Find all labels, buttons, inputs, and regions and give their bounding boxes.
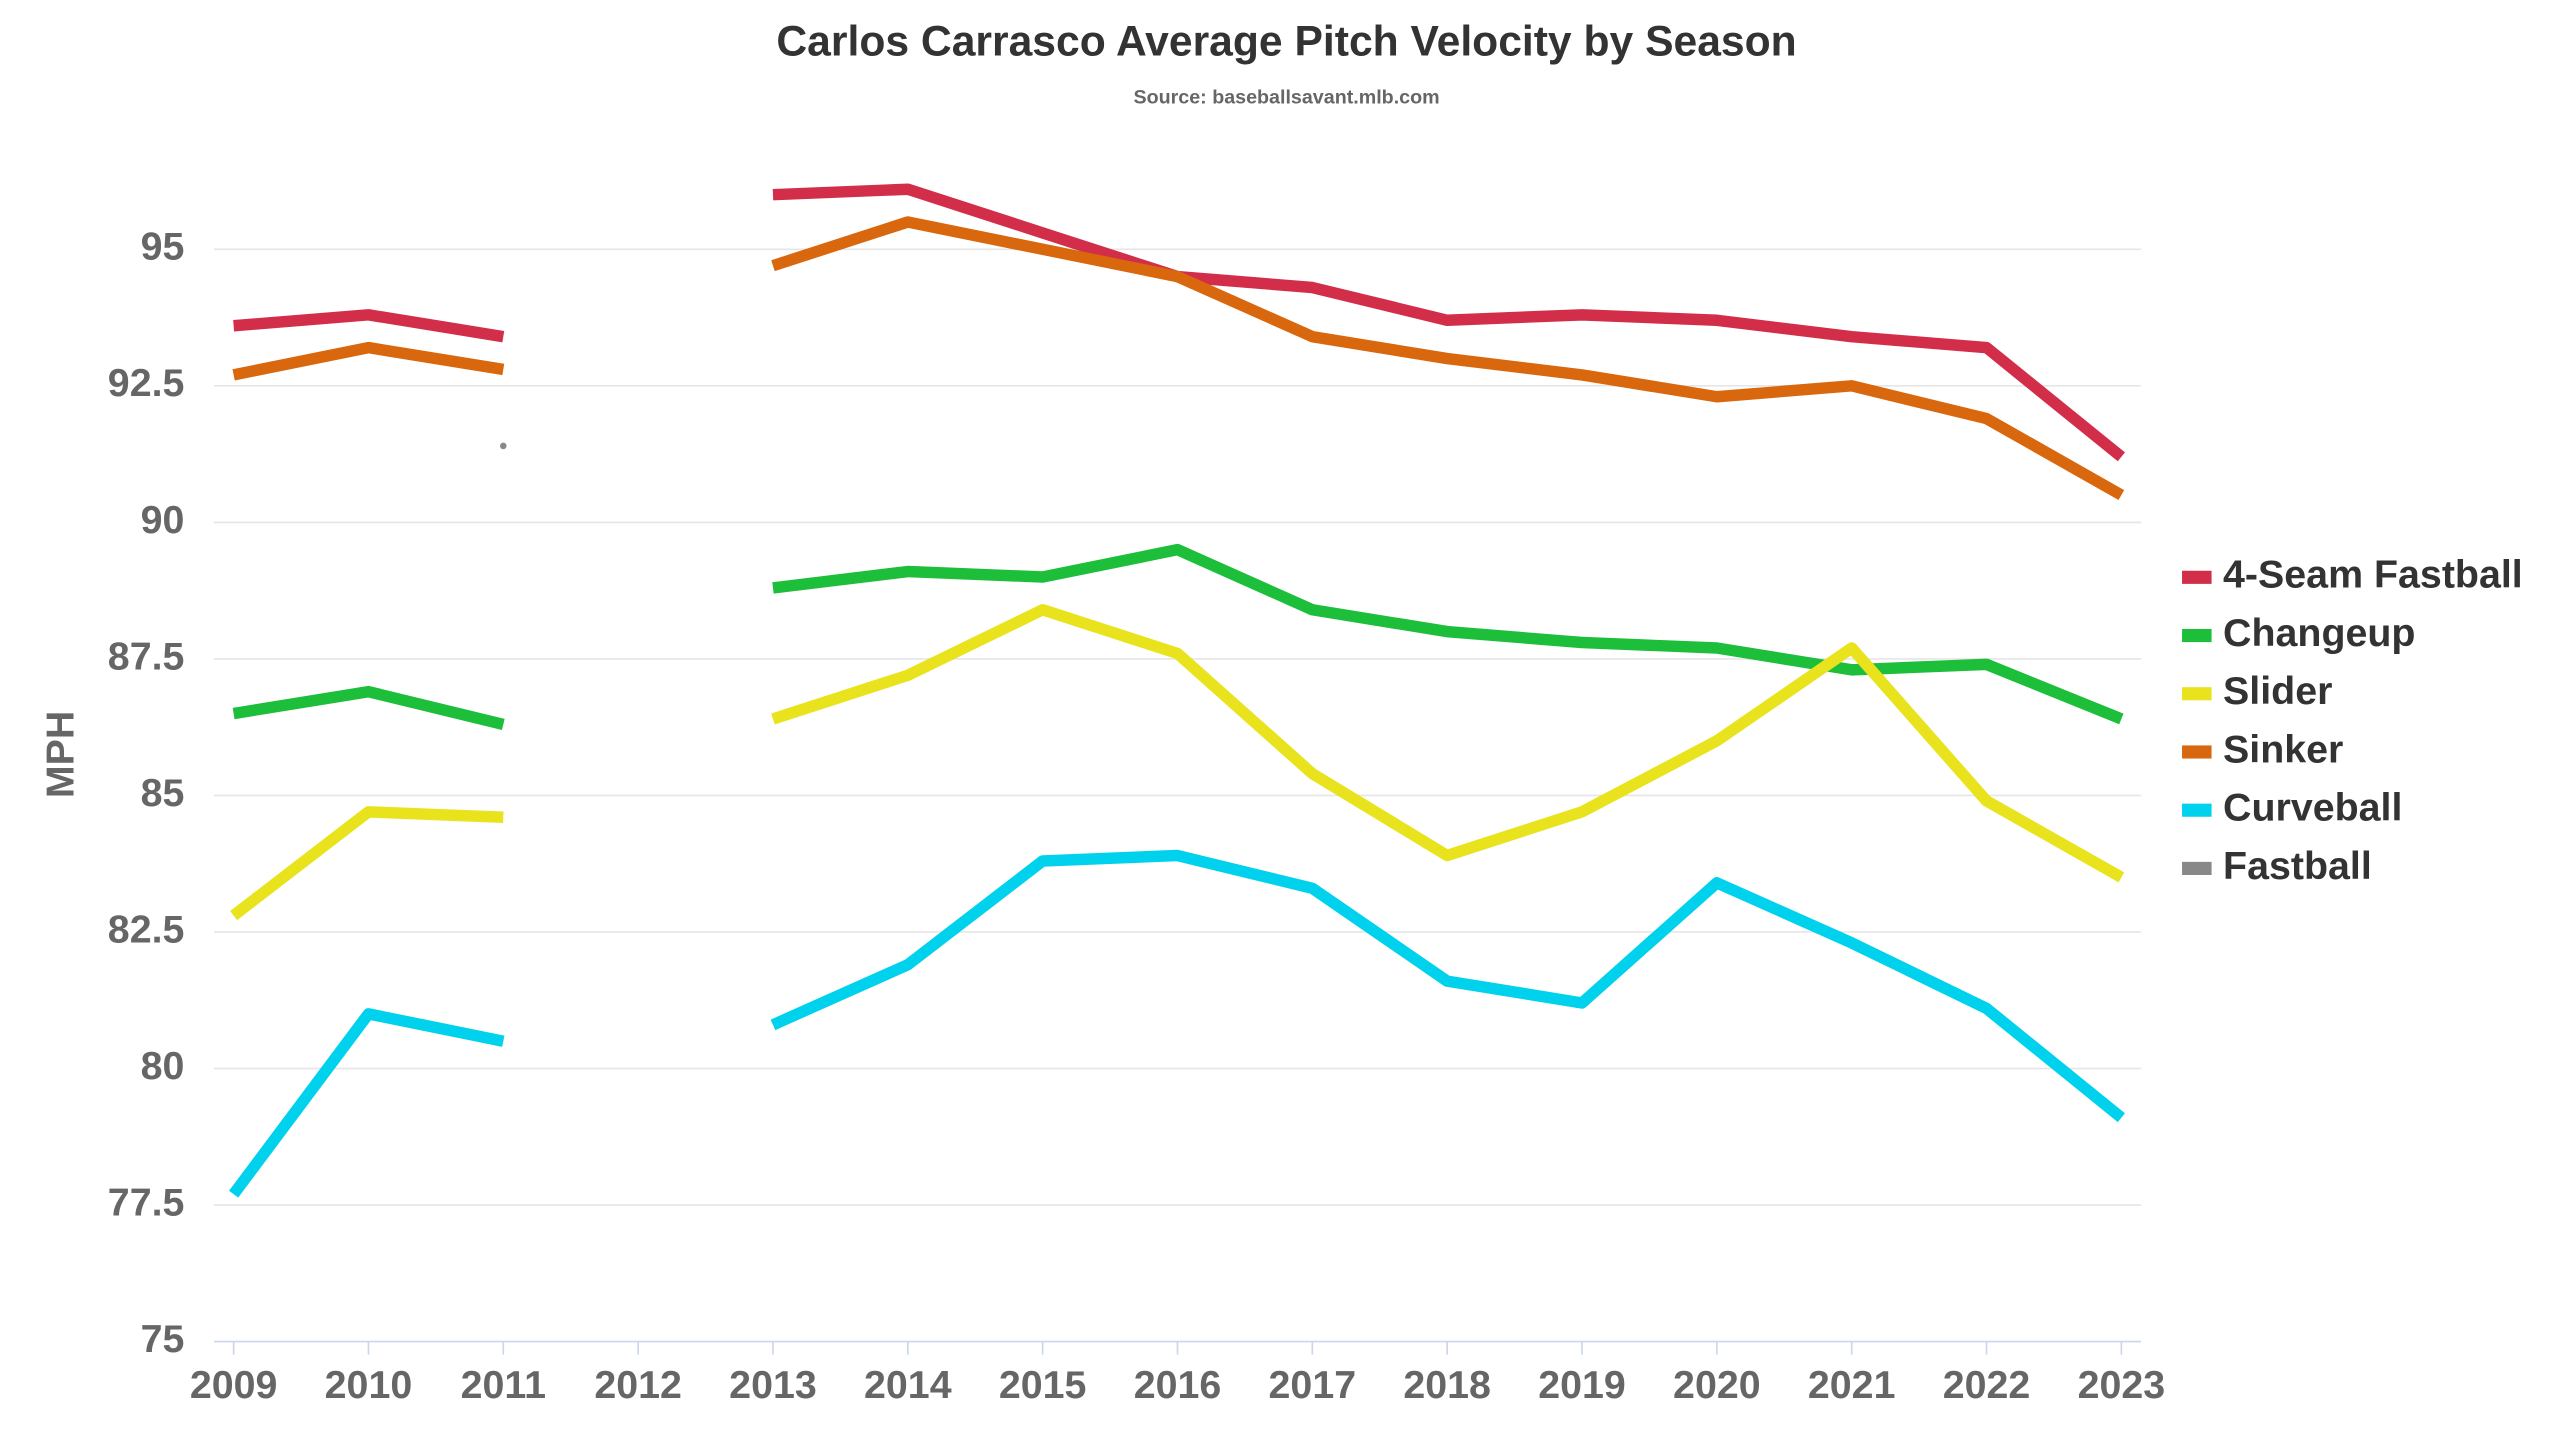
legend-label: 4-Seam Fastball	[2223, 553, 2523, 597]
legend-label: Changeup	[2223, 611, 2415, 655]
y-tick-label: 75	[141, 1317, 185, 1361]
x-tick-label: 2015	[999, 1363, 1087, 1407]
legend-swatch	[2182, 628, 2212, 643]
chart-subtitle: Source: baseballsavant.mlb.com	[1133, 87, 1439, 109]
y-tick-label: 90	[141, 498, 185, 542]
legend-label: Sinker	[2223, 727, 2343, 771]
y-tick-label: 85	[141, 771, 185, 815]
legend-swatch	[2182, 687, 2212, 701]
data-point	[500, 442, 507, 450]
x-tick-label: 2013	[729, 1363, 817, 1407]
series-line	[772, 543, 2124, 725]
x-tick-label: 2021	[1808, 1363, 1896, 1407]
x-tick-label: 2017	[1269, 1363, 1357, 1407]
legend-label: Slider	[2223, 669, 2332, 713]
y-tick-label: 77.5	[108, 1180, 185, 1224]
series-line	[770, 849, 2125, 1123]
series-line	[771, 604, 2125, 883]
legend-label: Fastball	[2223, 844, 2372, 888]
y-tick-label: 92.5	[108, 361, 185, 405]
x-tick-label: 2014	[864, 1363, 952, 1407]
y-tick-label: 87.5	[108, 634, 185, 678]
x-tick-label: 2023	[2078, 1363, 2166, 1407]
series-line	[229, 1008, 505, 1198]
y-tick-label: 82.5	[108, 907, 185, 951]
y-tick-label: 80	[141, 1044, 185, 1088]
x-tick-label: 2009	[190, 1363, 278, 1407]
legend-swatch	[2182, 803, 2212, 817]
series-line	[232, 685, 505, 731]
y-tick-label: 95	[141, 225, 185, 269]
y-axis-label: MPH	[38, 711, 82, 798]
x-tick-label: 2018	[1403, 1363, 1491, 1407]
legend-swatch	[2182, 745, 2212, 759]
series-line	[230, 806, 504, 921]
x-tick-label: 2022	[1943, 1363, 2031, 1407]
x-tick-label: 2010	[325, 1363, 413, 1407]
series-line	[771, 216, 2125, 501]
x-tick-label: 2019	[1538, 1363, 1626, 1407]
x-tick-label: 2011	[461, 1363, 546, 1407]
legend-label: Curveball	[2223, 786, 2402, 830]
x-tick-label: 2016	[1134, 1363, 1222, 1407]
legend-swatch	[2182, 861, 2212, 875]
x-tick-label: 2020	[1673, 1363, 1761, 1407]
series-line	[232, 341, 505, 381]
chart-title: Carlos Carrasco Average Pitch Velocity b…	[776, 18, 1796, 66]
legend-swatch	[2182, 570, 2212, 584]
series-line	[233, 309, 505, 343]
x-tick-label: 2012	[594, 1363, 682, 1407]
series-line	[772, 183, 2125, 462]
